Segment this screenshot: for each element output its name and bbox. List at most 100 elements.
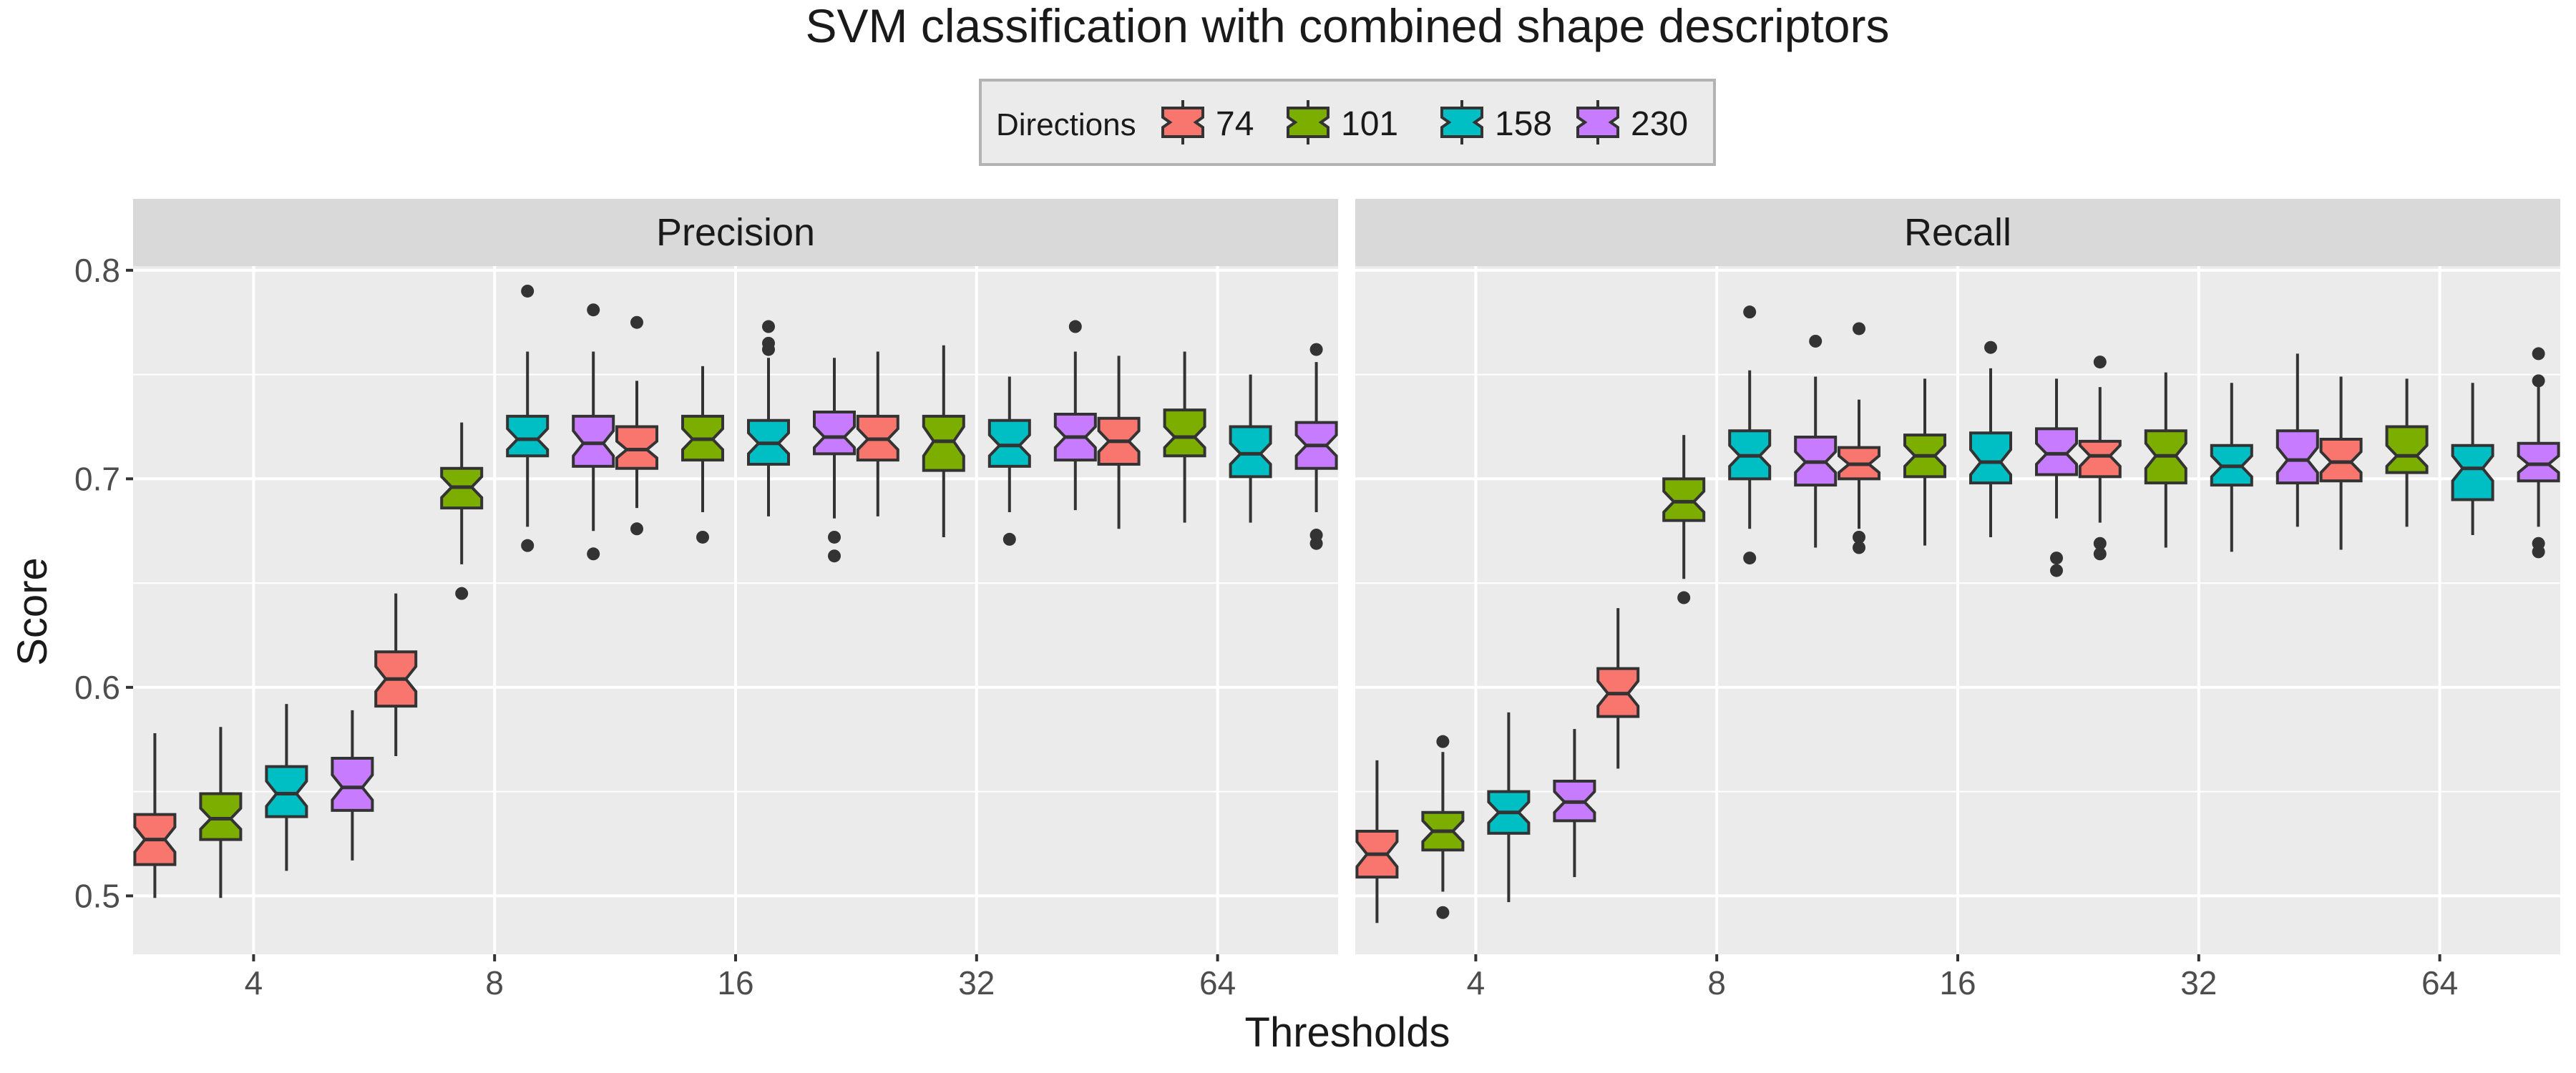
box-body (2385, 425, 2429, 474)
outlier-point (1743, 552, 1757, 565)
x-tick-label: 64 (1199, 964, 1236, 1001)
box-recall-32-158 (2210, 383, 2253, 552)
box-body (2275, 429, 2319, 485)
outlier-point (630, 315, 643, 329)
legend-label: 74 (1216, 105, 1254, 143)
x-tick-label: 16 (1939, 964, 1976, 1001)
legend-entry-230: 230 (1576, 100, 1688, 144)
outlier-point (1309, 343, 1323, 356)
box-recall-8-158 (1728, 305, 1772, 565)
facet-recall: Recall 4 8 16 32 64 (1355, 199, 2560, 1001)
box-recall-16-101 (1903, 378, 1946, 546)
legend-entry-74: 74 (1161, 100, 1254, 144)
box-body (1969, 431, 2012, 485)
outlier-point (521, 539, 535, 552)
x-tick-label: 8 (485, 964, 504, 1001)
box-body (2078, 439, 2122, 479)
box-precision-8-74 (374, 593, 418, 757)
box-body (2517, 441, 2560, 483)
box-recall-64-158 (2451, 383, 2494, 536)
box-recall-8-74 (1596, 608, 1640, 769)
box-body (615, 425, 658, 470)
x-tick-label: 16 (717, 964, 753, 1001)
box-recall-4-101 (1421, 735, 1465, 919)
legend-key-box (1440, 107, 1483, 138)
box-recall-4-158 (1487, 712, 1531, 903)
legend-key-box (1161, 107, 1204, 138)
y-tick-label: 0.6 (74, 669, 120, 706)
box-recall-64-230 (2517, 347, 2560, 559)
outlier-point (2050, 564, 2063, 577)
box-body (987, 418, 1031, 468)
box-recall-32-101 (2144, 372, 2187, 548)
x-tick-label: 4 (1467, 964, 1485, 1001)
outlier-point (762, 320, 775, 333)
legend-label: 230 (1631, 105, 1688, 143)
box-recall-8-101 (1662, 435, 1706, 604)
box-recall-16-158 (1969, 340, 2012, 537)
box-precision-8-230 (572, 303, 615, 561)
outlier-point (587, 303, 600, 317)
box-recall-64-101 (2385, 378, 2429, 527)
facet-label: Recall (1904, 211, 2011, 254)
box-body (922, 414, 965, 472)
y-axis-title: Score (9, 557, 56, 666)
box-precision-4-158 (265, 704, 308, 871)
outlier-point (2093, 547, 2107, 561)
outlier-point (1853, 530, 1865, 544)
box-precision-16-74 (615, 315, 658, 536)
box-body (2319, 437, 2363, 483)
outlier-point (828, 530, 841, 544)
box-precision-32-158 (987, 376, 1031, 546)
x-tick-label: 32 (958, 964, 995, 1001)
box-precision-64-74 (1097, 356, 1141, 529)
y-tick-label: 0.5 (74, 877, 120, 914)
box-body (813, 411, 856, 456)
box-recall-64-74 (2319, 376, 2363, 550)
outlier-point (2093, 536, 2107, 550)
outlier-point (630, 522, 643, 536)
outlier-point (2093, 356, 2107, 369)
box-recall-4-74 (1355, 760, 1399, 923)
outlier-point (828, 549, 841, 563)
box-precision-4-74 (133, 733, 177, 898)
outlier-point (1809, 334, 1823, 348)
box-precision-64-101 (1163, 351, 1206, 523)
box-precision-32-230 (1053, 320, 1097, 511)
facet-strip (1355, 199, 2560, 266)
x-tick-label: 4 (245, 964, 263, 1001)
x-tick-label: 32 (2180, 964, 2217, 1001)
outlier-point (2050, 552, 2063, 565)
outlier-point (521, 284, 535, 298)
box-body (2035, 427, 2078, 476)
box-recall-4-230 (1553, 729, 1596, 878)
box-body (1163, 408, 1206, 458)
y-tick-label: 0.8 (74, 252, 120, 289)
outlier-point (1853, 322, 1865, 335)
legend-entry-101: 101 (1287, 100, 1398, 144)
box-recall-32-74 (2078, 356, 2122, 561)
box-precision-8-101 (440, 422, 484, 600)
outlier-point (455, 587, 469, 600)
facet-precision: Precision 4 8 16 32 64 0.5 0.6 0.7 0.8 (74, 199, 1338, 1001)
x-tick-label: 64 (2421, 964, 2458, 1001)
facet-strip (133, 199, 1338, 266)
legend-label: 158 (1495, 105, 1552, 143)
box-body (199, 792, 243, 841)
box-body (1662, 477, 1706, 522)
y-tick-label: 0.7 (74, 460, 120, 497)
box-precision-64-158 (1229, 374, 1272, 523)
outlier-point (1677, 591, 1691, 604)
box-precision-16-158 (747, 320, 790, 516)
outlier-point (2532, 545, 2545, 559)
legend-title: Directions (996, 107, 1136, 142)
outlier-point (1984, 340, 1997, 354)
outlier-point (1743, 305, 1757, 319)
legend-key-box (1287, 107, 1330, 138)
box-recall-32-230 (2275, 353, 2319, 527)
box-precision-16-230 (813, 358, 856, 563)
outlier-point (1436, 735, 1450, 748)
legend: Directions 74 101 158 230 (979, 79, 1716, 166)
legend-label: 101 (1341, 105, 1398, 143)
